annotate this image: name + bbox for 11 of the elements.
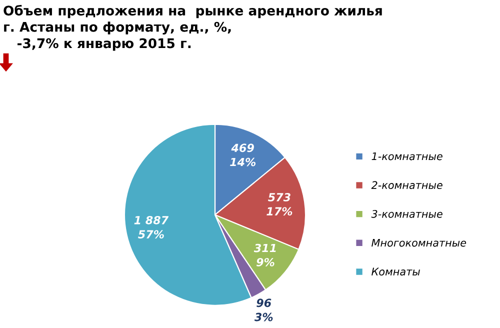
legend-label: 2-комнатные	[371, 181, 442, 190]
data-label: 1 887 57%	[134, 216, 169, 238]
data-label: 573 17%	[266, 192, 292, 216]
legend-label: 1-комнатные	[372, 152, 442, 160]
data-label: 96 3%	[254, 298, 273, 322]
legend-label: 3-комнатные	[371, 210, 442, 218]
legend-label: Многокомнатные	[372, 238, 466, 247]
chart-title: Объем предложения на рынке арендного жилья г. Астаны по формату, ед., %, -3,7% к январю 2015 г.	[4, 4, 382, 51]
data-label: 311 9%	[254, 244, 276, 266]
data-label: 469 14%	[230, 144, 256, 166]
legend-label: Комнаты	[372, 268, 420, 276]
